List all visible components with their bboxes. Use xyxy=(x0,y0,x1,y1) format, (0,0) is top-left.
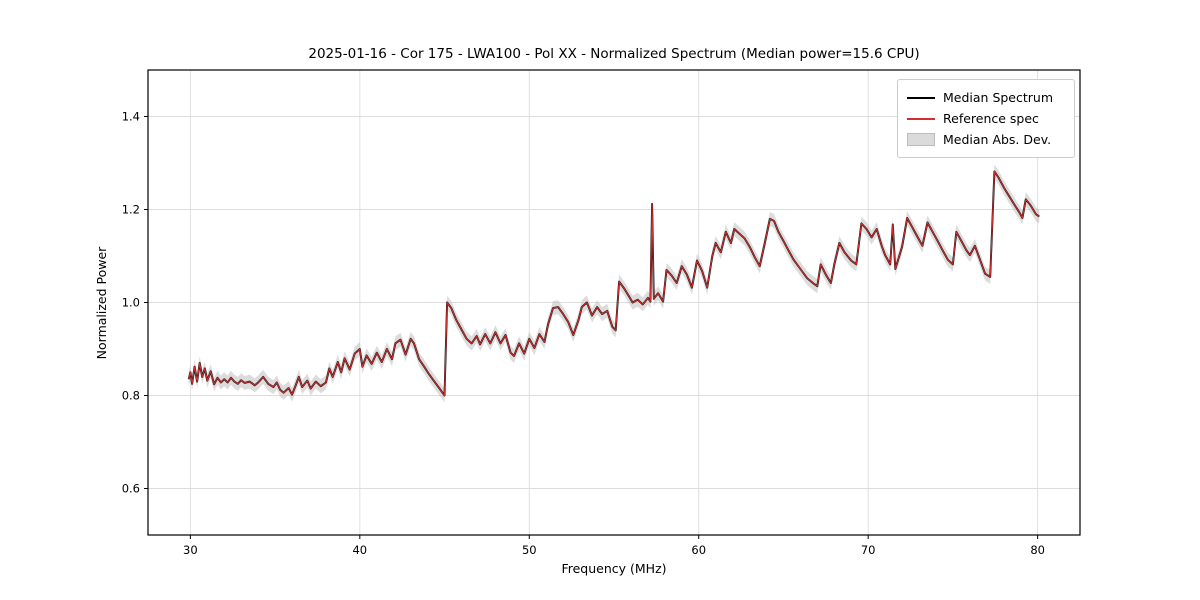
reference-spec-line-icon xyxy=(907,117,935,120)
median-spectrum-line-icon xyxy=(907,96,935,99)
y-tick-label: 1.2 xyxy=(122,203,140,217)
chart-title: 2025-01-16 - Cor 175 - LWA100 - Pol XX -… xyxy=(308,46,919,62)
legend-label: Median Spectrum xyxy=(943,90,1054,105)
y-tick-label: 1.4 xyxy=(122,110,140,124)
legend-item-median-abs-dev: Median Abs. Dev. xyxy=(907,129,1064,150)
x-tick-label: 60 xyxy=(691,543,706,557)
reference-spec-line xyxy=(188,170,1040,397)
x-tick-label: 70 xyxy=(861,543,876,557)
legend: Median Spectrum Reference spec Median Ab… xyxy=(897,79,1075,158)
axes-spine xyxy=(147,69,1081,536)
mad-band xyxy=(188,164,1040,403)
legend-label: Median Abs. Dev. xyxy=(943,132,1052,147)
y-tick-label: 0.6 xyxy=(122,482,140,496)
x-axis-label: Frequency (MHz) xyxy=(561,561,666,576)
y-tick-label: 1.0 xyxy=(122,296,140,310)
legend-item-median-spectrum: Median Spectrum xyxy=(907,87,1064,108)
median-abs-dev-patch-icon xyxy=(907,133,935,146)
legend-item-reference-spec: Reference spec xyxy=(907,108,1064,129)
y-tick-label: 0.8 xyxy=(122,389,140,403)
y-axis-label: Normalized Power xyxy=(94,246,109,360)
median-spectrum-line xyxy=(187,170,1040,397)
x-tick-label: 30 xyxy=(183,543,198,557)
x-tick-label: 40 xyxy=(352,543,367,557)
legend-label: Reference spec xyxy=(943,111,1039,126)
x-tick-label: 50 xyxy=(522,543,537,557)
x-tick-label: 80 xyxy=(1030,543,1045,557)
